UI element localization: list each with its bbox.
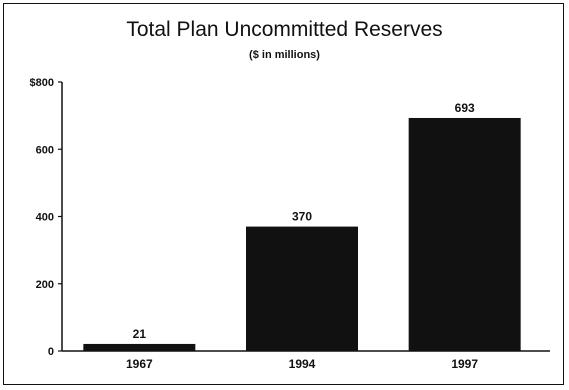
bar-1967 bbox=[83, 343, 196, 351]
data-label-1997: 693 bbox=[455, 101, 475, 115]
y-tick-label: 400 bbox=[36, 212, 54, 224]
x-axis-ticks: 1967 1994 1997 bbox=[126, 357, 478, 371]
data-label-1967: 21 bbox=[133, 327, 147, 341]
y-tick-label: 200 bbox=[36, 279, 54, 291]
bar-1997 bbox=[408, 117, 521, 351]
chart-data-labels: 21 370 693 bbox=[133, 101, 475, 341]
x-tick-label-1967: 1967 bbox=[126, 357, 153, 371]
x-tick-label-1997: 1997 bbox=[451, 357, 478, 371]
data-label-1994: 370 bbox=[292, 210, 312, 224]
chart-subtitle: ($ in millions) bbox=[249, 49, 320, 61]
chart-bars bbox=[83, 117, 521, 351]
bar-1994 bbox=[246, 226, 358, 351]
y-tick-label: 0 bbox=[48, 346, 54, 358]
y-tick-label: 600 bbox=[36, 144, 54, 156]
y-tick-label: $800 bbox=[30, 77, 54, 89]
chart-title: Total Plan Uncommitted Reserves bbox=[126, 18, 443, 41]
x-tick-label-1994: 1994 bbox=[289, 357, 316, 371]
y-axis-ticks: 0 200 400 600 $800 bbox=[30, 77, 62, 358]
